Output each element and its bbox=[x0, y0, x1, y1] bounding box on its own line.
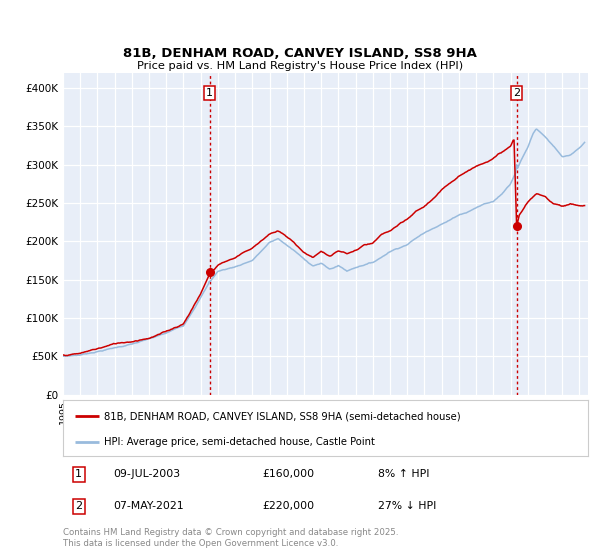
Text: 2: 2 bbox=[75, 501, 82, 511]
Text: Contains HM Land Registry data © Crown copyright and database right 2025.
This d: Contains HM Land Registry data © Crown c… bbox=[63, 529, 398, 548]
Text: 1: 1 bbox=[206, 88, 213, 98]
Text: 8% ↑ HPI: 8% ↑ HPI bbox=[378, 469, 430, 479]
Text: 09-JUL-2003: 09-JUL-2003 bbox=[113, 469, 180, 479]
Text: 07-MAY-2021: 07-MAY-2021 bbox=[113, 501, 184, 511]
Text: 81B, DENHAM ROAD, CANVEY ISLAND, SS8 9HA (semi-detached house): 81B, DENHAM ROAD, CANVEY ISLAND, SS8 9HA… bbox=[104, 411, 461, 421]
Text: £160,000: £160,000 bbox=[263, 469, 314, 479]
Text: 2: 2 bbox=[513, 88, 520, 98]
Text: £220,000: £220,000 bbox=[263, 501, 314, 511]
Text: 27% ↓ HPI: 27% ↓ HPI bbox=[378, 501, 436, 511]
Text: Price paid vs. HM Land Registry's House Price Index (HPI): Price paid vs. HM Land Registry's House … bbox=[137, 61, 463, 71]
Text: 1: 1 bbox=[75, 469, 82, 479]
Text: HPI: Average price, semi-detached house, Castle Point: HPI: Average price, semi-detached house,… bbox=[104, 437, 375, 447]
Text: 81B, DENHAM ROAD, CANVEY ISLAND, SS8 9HA: 81B, DENHAM ROAD, CANVEY ISLAND, SS8 9HA bbox=[123, 48, 477, 60]
